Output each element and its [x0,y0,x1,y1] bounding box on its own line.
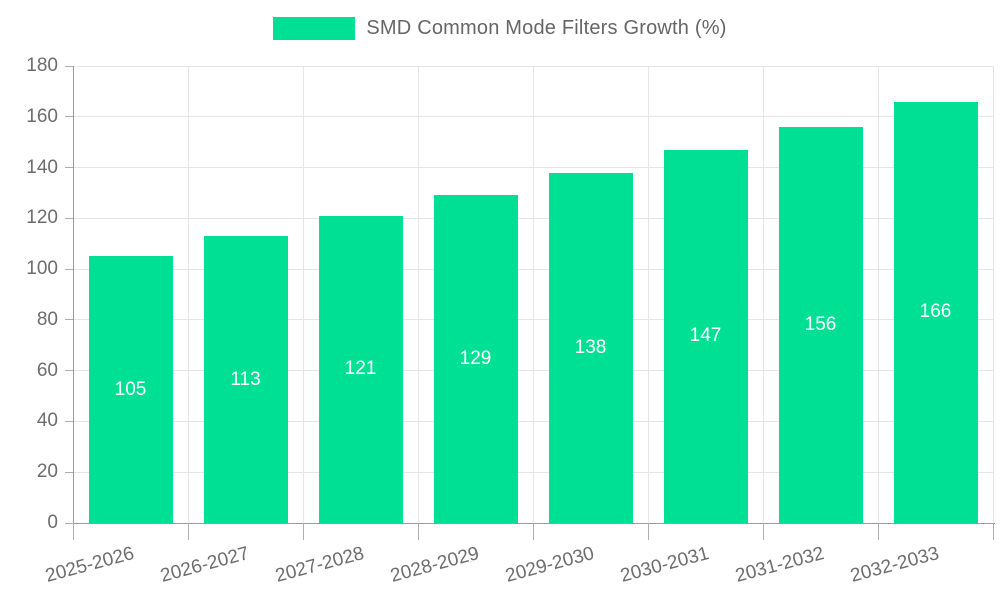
bar[interactable] [893,101,978,523]
gridline-vertical [762,66,764,523]
y-axis-tick-label: 180 [26,55,58,76]
y-axis-tick [65,471,73,473]
legend-swatch-icon [273,17,356,40]
gridline-vertical [992,66,994,523]
y-axis-tick-label: 100 [26,258,58,280]
y-axis-tick-label: 120 [26,207,58,229]
legend-label: SMD Common Mode Filters Growth (%) [366,17,727,39]
bar-value-label: 113 [230,368,261,390]
legend[interactable]: SMD Common Mode Filters Growth (%) [0,17,1000,40]
x-axis-tick [647,523,649,540]
bar[interactable] [318,215,403,523]
gridline-vertical [302,66,304,523]
y-axis-line [73,66,74,523]
bar-value-label: 105 [114,378,147,400]
x-axis-line [73,523,995,524]
y-axis-tick-label: 40 [36,410,58,432]
bar-value-label: 129 [459,348,492,370]
x-axis-tick [532,523,534,540]
x-axis-tick [762,523,764,540]
gridline-vertical [647,66,649,523]
bar-value-label: 121 [344,358,377,380]
y-axis-tick [65,116,73,118]
gridline-vertical [877,66,879,523]
bar[interactable] [203,236,288,523]
bar-value-label: 156 [804,313,837,335]
gridline-vertical [187,66,189,523]
y-axis-tick-label: 80 [36,308,58,330]
x-axis-tick [417,523,419,540]
y-axis-tick [65,319,73,321]
y-axis-tick-label: 0 [47,512,58,533]
x-axis-tick [877,523,879,540]
y-axis-tick [65,217,73,219]
bar[interactable] [433,195,518,523]
gridline-vertical [532,66,534,523]
bar-value-label: 147 [689,325,722,347]
x-axis-tick [187,523,189,540]
y-axis-tick [65,370,73,372]
gridline-vertical [417,66,419,523]
bar-value-label: 166 [919,301,952,323]
y-axis-tick [65,420,73,422]
y-axis-tick [65,522,73,524]
bar[interactable] [548,172,633,523]
bar[interactable] [778,126,863,523]
y-axis-tick-label: 160 [26,105,58,127]
x-axis-tick [302,523,304,540]
bar[interactable] [663,149,748,523]
bar[interactable] [88,256,173,523]
bar-value-label: 138 [574,336,607,358]
y-axis-tick-label: 60 [36,359,58,381]
y-axis-tick-label: 140 [26,156,58,178]
x-axis-tick [72,523,74,540]
y-axis-tick [65,268,73,270]
y-axis-tick-label: 20 [36,461,58,483]
x-axis-tick [992,523,994,540]
plot-area: 105 113 121 129 138 147 156 166 [73,65,994,523]
y-axis-tick [65,65,73,67]
y-axis-tick [65,167,73,169]
